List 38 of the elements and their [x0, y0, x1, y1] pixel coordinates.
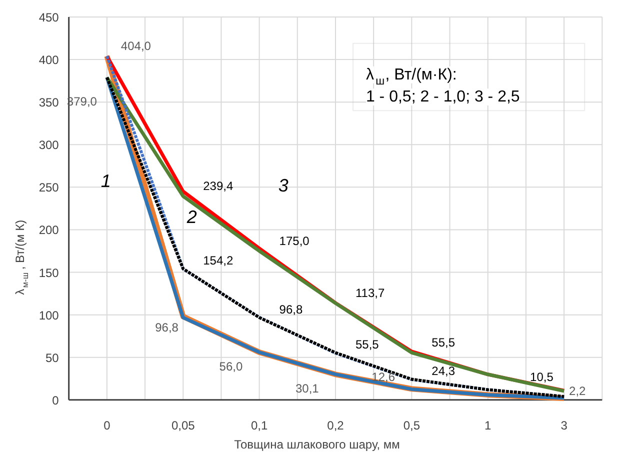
y-tick-label: 450	[38, 10, 60, 24]
y-tick-label: 400	[38, 53, 60, 68]
y-axis-title: λм-ш, Вт/(м К)	[12, 220, 30, 295]
y-tick-label: 50	[45, 350, 60, 365]
x-tick-label: 3	[560, 418, 568, 432]
y-tick-label: 300	[38, 138, 60, 152]
data-label: 30,1	[295, 381, 320, 396]
data-label: 154,2	[203, 254, 234, 268]
annotation: 3	[278, 175, 288, 196]
y-tick-label: 200	[38, 223, 60, 238]
x-tick-label: 0,5	[403, 418, 420, 432]
y-tick-label: 0	[52, 393, 60, 408]
data-label: 24,3	[432, 364, 456, 378]
data-label: 10,5	[530, 370, 554, 384]
data-label: 96,8	[279, 302, 303, 317]
x-tick-label: 0	[104, 418, 111, 432]
data-label: 55,5	[432, 336, 456, 350]
x-axis-title: Товщина шлакового шару, мм	[234, 438, 400, 452]
x-tick-label: 0,05	[171, 418, 196, 432]
annotation: 2	[186, 206, 197, 227]
data-label: 113,7	[355, 286, 385, 300]
data-label: 55,5	[355, 338, 380, 352]
data-label: 96,8	[155, 320, 179, 335]
x-tick-label: 1	[484, 418, 492, 432]
data-label: 175,0	[279, 234, 310, 248]
y-tick-label: 150	[38, 266, 60, 280]
x-tick-label: 0,2	[327, 418, 344, 432]
annotation: 1 - 0,5; 2 - 1,0; 3 - 2,5	[366, 88, 520, 106]
y-tick-label: 350	[38, 96, 60, 110]
data-label: 2,2	[569, 384, 586, 398]
x-tick-label: 0,1	[250, 418, 268, 432]
data-label: 12,6	[372, 370, 396, 384]
y-tick-label: 100	[38, 308, 60, 322]
data-label: 239,4	[203, 179, 234, 194]
data-label: 404,0	[120, 39, 152, 54]
annotation: 1	[100, 171, 111, 192]
y-tick-label: 250	[38, 180, 60, 195]
data-label: 56,0	[219, 359, 243, 374]
